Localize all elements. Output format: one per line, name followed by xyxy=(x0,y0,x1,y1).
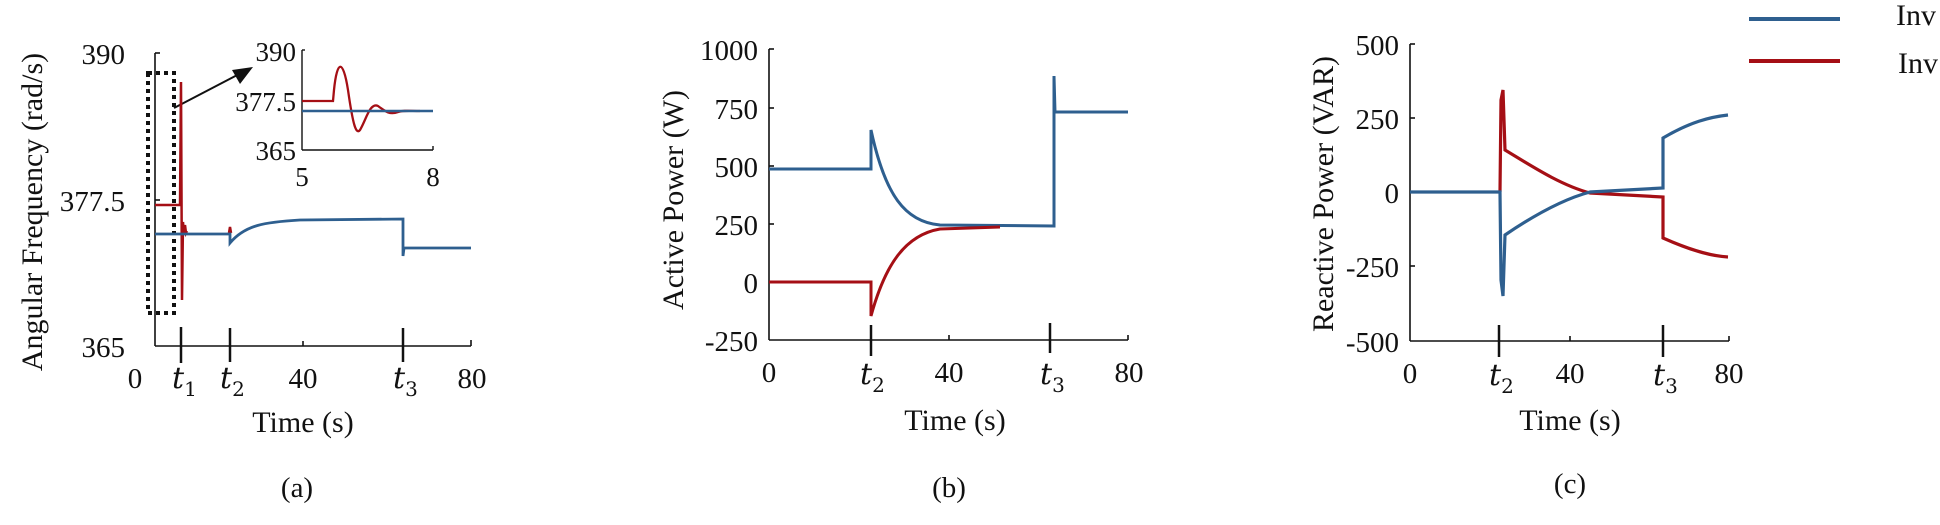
inset-xtick: 8 xyxy=(426,162,440,192)
ytick-label: -500 xyxy=(1346,327,1399,359)
zoom-box xyxy=(146,71,176,315)
inset-ytick: 365 xyxy=(256,136,297,166)
x-axis-label: Time (s) xyxy=(1519,404,1620,437)
panel-caption: (b) xyxy=(932,472,966,504)
legend: Inv Inv xyxy=(1749,0,1938,80)
inset-xtick: 5 xyxy=(295,162,309,192)
inset-red xyxy=(302,65,421,133)
ytick-label: 0 xyxy=(1385,178,1400,210)
panel-b: 1000 750 500 250 0 -250 0 40 80 t2 t3 Ti… xyxy=(657,35,1144,504)
y-axis-label: Reactive Power (VAR) xyxy=(1307,56,1340,332)
legend-label: Inv xyxy=(1898,47,1938,80)
y-axis-label: Active Power (W) xyxy=(657,90,690,310)
series-b-blue xyxy=(769,75,1128,228)
ytick-label: 500 xyxy=(1356,30,1400,62)
ytick-label: 365 xyxy=(82,332,126,364)
inset-ytick: 377.5 xyxy=(235,87,296,117)
xtick-label: 40 xyxy=(289,363,318,395)
series-a-red xyxy=(155,81,233,301)
event-label-t3: t3 xyxy=(1653,358,1678,398)
panel-caption: (c) xyxy=(1554,468,1586,500)
zoom-arrow xyxy=(173,71,244,109)
ytick-label: 500 xyxy=(715,152,759,184)
ytick-label: 250 xyxy=(715,210,759,242)
xtick-label: 80 xyxy=(1115,357,1144,389)
ytick-label: -250 xyxy=(1346,252,1399,284)
ytick-label: -250 xyxy=(705,326,758,358)
arrow-head-icon xyxy=(232,67,253,84)
series-a-blue xyxy=(155,217,471,257)
series-c-blue xyxy=(1410,113,1729,297)
axes-b xyxy=(768,48,1129,356)
xtick-label: 80 xyxy=(1715,358,1744,390)
panel-c: 500 250 0 -250 -500 0 40 80 t2 t3 Time (… xyxy=(1307,30,1744,500)
ytick-label: 390 xyxy=(82,39,126,71)
ytick-label: 377.5 xyxy=(60,186,125,218)
ytick-label: 0 xyxy=(744,268,759,300)
panel-a: 390 377.5 365 5 8 390 377.5 365 0 40 80 … xyxy=(16,37,487,504)
xtick-label: 0 xyxy=(1403,358,1418,390)
ytick-label: 250 xyxy=(1356,104,1400,136)
xtick-label: 40 xyxy=(1556,358,1585,390)
xtick-label: 40 xyxy=(935,357,964,389)
x-axis-label: Time (s) xyxy=(252,406,353,439)
xtick-label: 0 xyxy=(128,363,143,395)
event-label-t3: t3 xyxy=(1040,357,1065,397)
panel-caption: (a) xyxy=(281,472,313,504)
x-axis-label: Time (s) xyxy=(904,404,1005,437)
event-label-t3: t3 xyxy=(393,361,418,401)
series-b-red xyxy=(769,225,1001,317)
xtick-label: 0 xyxy=(762,357,777,389)
event-label-t2: t2 xyxy=(220,361,245,401)
event-label-t2: t2 xyxy=(1489,358,1514,398)
legend-label: Inv xyxy=(1896,0,1936,32)
y-axis-label: Angular Frequency (rad/s) xyxy=(16,53,49,371)
ytick-label: 1000 xyxy=(700,35,758,67)
inset-a: 390 377.5 365 5 8 xyxy=(235,37,440,192)
ytick-label: 750 xyxy=(715,94,759,126)
event-label-t2: t2 xyxy=(860,357,885,397)
xtick-label: 80 xyxy=(458,363,487,395)
series-c-red xyxy=(1498,89,1729,259)
axes-a xyxy=(154,52,472,363)
inset-ytick: 390 xyxy=(256,37,297,67)
event-label-t1: t1 xyxy=(172,361,197,401)
